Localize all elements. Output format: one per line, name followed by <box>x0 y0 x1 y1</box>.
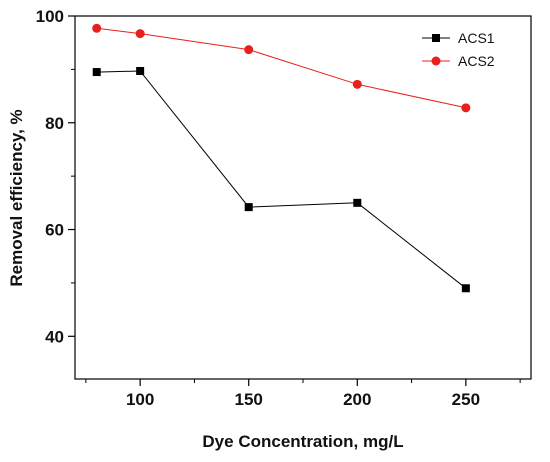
y-tick-label-100: 100 <box>36 7 64 26</box>
y-tick-label-60: 60 <box>45 221 64 240</box>
point-acs2-250 <box>461 103 471 113</box>
point-acs1-100 <box>136 66 145 75</box>
axis-tick-labels: 100 150 200 250 40 60 80 100 <box>36 7 480 409</box>
point-acs2-150 <box>244 45 254 55</box>
legend-label-acs1: ACS1 <box>458 30 495 46</box>
legend-marker-acs1 <box>432 34 440 42</box>
x-tick-label-200: 200 <box>343 390 371 409</box>
point-acs1-250 <box>461 284 470 293</box>
series-layer <box>92 23 471 293</box>
point-acs2-200 <box>352 79 362 89</box>
x-tick-label-250: 250 <box>452 390 480 409</box>
legend-label-acs2: ACS2 <box>458 53 495 69</box>
series-line-acs1 <box>96 70 467 289</box>
legend: ACS1 ACS2 <box>422 30 495 69</box>
axis-ticks <box>68 15 521 386</box>
point-acs1-200 <box>353 198 362 207</box>
y-tick-label-80: 80 <box>45 114 64 133</box>
point-acs1-150 <box>244 203 253 212</box>
legend-marker-acs2 <box>431 56 441 66</box>
x-axis-title: Dye Concentration, mg/L <box>202 432 403 451</box>
point-acs2-80 <box>92 23 102 33</box>
point-acs2-100 <box>135 29 145 39</box>
x-tick-label-150: 150 <box>235 390 263 409</box>
y-tick-label-40: 40 <box>45 327 64 346</box>
y-axis-title: Removal efficiency, % <box>7 109 26 286</box>
point-acs1-80 <box>92 68 101 77</box>
series-line-acs2 <box>96 27 467 109</box>
x-tick-label-100: 100 <box>126 390 154 409</box>
